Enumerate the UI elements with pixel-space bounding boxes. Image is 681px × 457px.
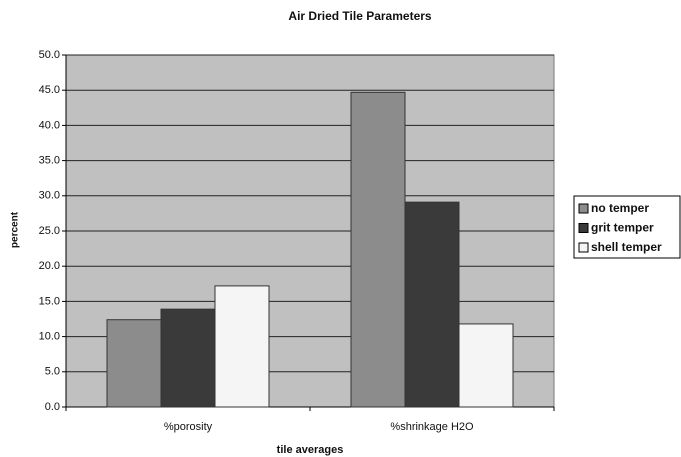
y-tick-label: 0.0: [45, 401, 60, 413]
bar: [404, 201, 460, 408]
y-tick-label: 35.0: [39, 155, 60, 167]
y-tick-label: 30.0: [39, 190, 60, 202]
y-tick-label: 20.0: [39, 260, 60, 272]
legend-label: no temper: [591, 201, 649, 215]
x-tick-label: %porosity: [164, 421, 213, 433]
legend-swatch: [578, 223, 589, 233]
y-tick-label: 50.0: [39, 49, 60, 61]
y-tick-label: 10.0: [39, 331, 60, 343]
bar: [458, 323, 514, 408]
x-tick-label: %shrinkage H2O: [390, 421, 474, 433]
legend-swatch: [578, 203, 589, 214]
bar: [350, 91, 406, 408]
y-tick-label: 25.0: [39, 225, 60, 237]
legend-swatch: [578, 242, 589, 253]
chart-title: Air Dried Tile Parameters: [288, 9, 432, 23]
bar: [106, 319, 162, 408]
bar: [160, 308, 216, 408]
legend-label: grit temper: [591, 221, 654, 235]
y-tick-label: 45.0: [39, 84, 60, 96]
bar: [214, 285, 270, 408]
legend-label: shell temper: [591, 240, 662, 254]
y-axis-label: percent: [10, 211, 21, 248]
y-tick-label: 15.0: [39, 295, 60, 307]
y-tick-label: 5.0: [45, 366, 60, 378]
y-tick-label: 40.0: [39, 119, 60, 131]
x-axis-label: tile averages: [277, 444, 344, 456]
legend: [573, 195, 681, 259]
